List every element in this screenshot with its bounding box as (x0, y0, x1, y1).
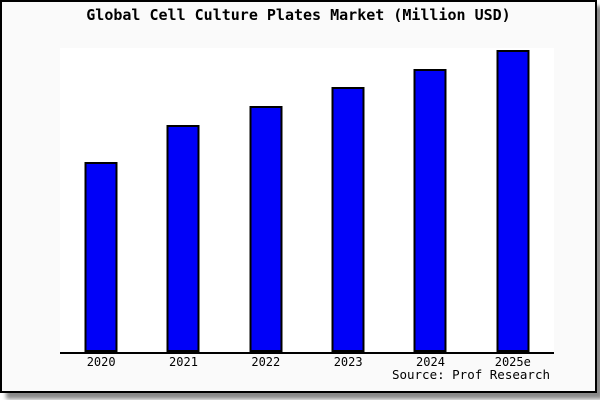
bar-2022 (249, 106, 283, 352)
chart-title: Global Cell Culture Plates Market (Milli… (86, 6, 511, 24)
x-tick-label-2020: 2020 (86, 355, 116, 369)
bar-2020 (84, 162, 118, 352)
x-tick-label-2025e: 2025e (494, 355, 531, 369)
bar-2023 (331, 87, 365, 352)
x-axis-labels: 2020 2021 2022 2023 2024 2025e (60, 356, 554, 369)
plot-area (60, 48, 554, 354)
x-tick-label-2024: 2024 (416, 355, 445, 369)
bar-slot-2020 (60, 48, 142, 352)
source-credit: Source: Prof Research (391, 367, 550, 382)
bar-2024 (413, 69, 447, 352)
bar-slot-2023 (307, 48, 389, 352)
bars-container (60, 48, 554, 352)
bar-slot-2025e (472, 48, 554, 352)
bar-2021 (166, 125, 200, 352)
bar-slot-2024 (389, 48, 471, 352)
bar-2025e (496, 50, 530, 352)
bar-slot-2022 (225, 48, 307, 352)
x-tick-label-2022: 2022 (251, 355, 281, 369)
x-tick-label-2023: 2023 (333, 355, 363, 369)
chart-frame: Global Cell Culture Plates Market (Milli… (0, 0, 597, 393)
bar-slot-2021 (142, 48, 224, 352)
x-tick-label-2021: 2021 (169, 355, 198, 369)
